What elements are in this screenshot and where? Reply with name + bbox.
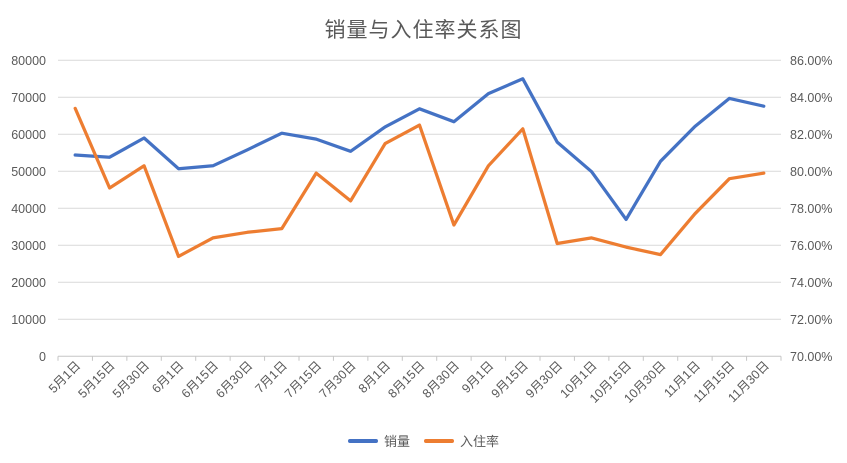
legend-label: 销量 <box>383 434 410 449</box>
chart-title: 销量与入住率关系图 <box>324 19 523 42</box>
left-axis-tick-label: 0 <box>39 350 46 364</box>
legend-label: 入住率 <box>460 434 500 449</box>
left-axis-tick-label: 10000 <box>11 313 46 327</box>
left-axis-labels: 0 10000 20000 30000 40000 50000 60000 70000 8000… <box>11 54 46 364</box>
x-axis <box>57 355 782 361</box>
left-axis-tick-label: 70000 <box>11 91 46 105</box>
right-axis-tick-label: 80.00% <box>790 165 832 179</box>
right-axis-tick-label: 76.00% <box>790 239 832 253</box>
right-axis-tick-label: 84.00% <box>790 91 832 105</box>
category-tick-label: 5月15日 <box>75 359 117 401</box>
category-tick-label: 9月15日 <box>489 359 531 401</box>
gridlines <box>58 59 781 320</box>
left-axis-tick-label: 50000 <box>11 165 46 179</box>
legend-swatch <box>424 438 454 443</box>
category-tick-label: 6月15日 <box>179 359 221 401</box>
category-tick-label: 7月30日 <box>316 359 358 401</box>
occupancy-series-line[interactable] <box>73 106 766 259</box>
category-tick-label: 9月30日 <box>523 359 565 401</box>
right-axis-tick-label: 78.00% <box>790 202 832 216</box>
category-tick-label: 6月30日 <box>213 359 255 401</box>
category-tick-label: 7月15日 <box>282 359 324 401</box>
right-axis-tick-label: 70.00% <box>790 350 832 364</box>
left-axis-tick-label: 60000 <box>11 128 46 142</box>
legend-item-occupancy[interactable]: 入住率 <box>424 431 499 450</box>
category-tick-label: 8月30日 <box>420 359 462 401</box>
left-axis-tick-label: 20000 <box>11 276 46 290</box>
right-axis-tick-label: 82.00% <box>790 128 832 142</box>
sales-series-line[interactable] <box>73 77 766 222</box>
legend-swatch <box>347 438 378 443</box>
category-tick-label: 8月15日 <box>385 359 427 401</box>
right-axis-tick-label: 72.00% <box>790 313 832 327</box>
right-axis-labels: 70.00% 72.00% 74.00% 76.00% 78.00% 80.00% 82.0… <box>790 54 832 364</box>
right-axis-tick-label: 86.00% <box>790 54 832 68</box>
legend-item-sales[interactable]: 销量 <box>347 431 410 450</box>
left-axis-tick-label: 40000 <box>11 202 46 216</box>
right-axis-tick-label: 74.00% <box>790 276 832 290</box>
left-axis-tick-label: 30000 <box>11 239 46 253</box>
category-tick-label: 5月30日 <box>110 359 152 401</box>
chart-legend: 销量 入住率 <box>0 431 847 450</box>
left-axis-tick-label: 80000 <box>11 54 46 68</box>
category-axis-labels: 5月1日5月15日5月30日6月1日6月15日6月30日7月1日7月15日7月3… <box>46 359 772 406</box>
